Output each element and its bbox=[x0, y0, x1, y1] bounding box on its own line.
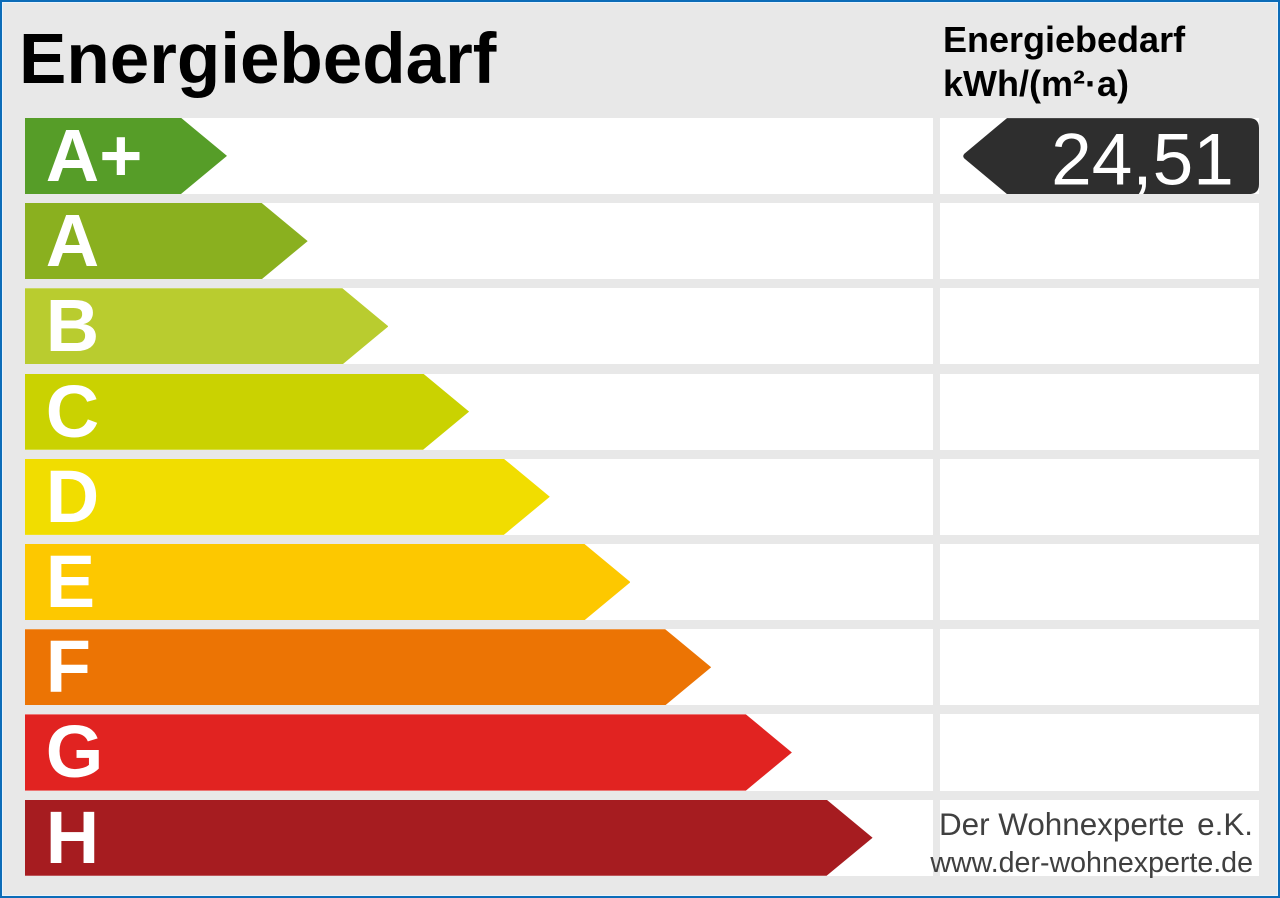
svg-text:24,51: 24,51 bbox=[1051, 119, 1234, 194]
